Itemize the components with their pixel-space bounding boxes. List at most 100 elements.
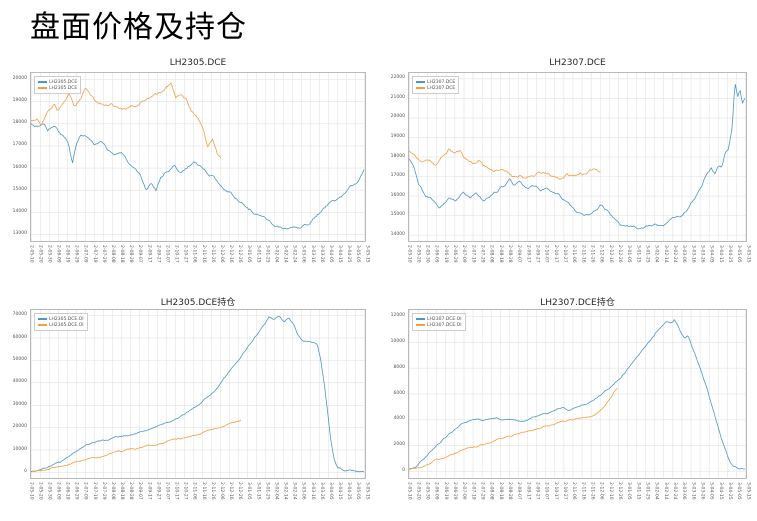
x-tick-label: 2-05-10 [28,245,34,263]
chart-title: LH2307.DCE [549,58,606,68]
y-tick-label: 8000 [393,364,405,370]
y-tick-label: 20000 [390,114,405,120]
x-tick-label: 2-09-17 [525,482,531,500]
x-tick-label: 2-07-29 [479,482,485,500]
chart-lh2305-openinterest: LH2305.DCE持仓 0 10000 20000 30000 40000 50000 6… [12,293,370,519]
x-tick-label: 3-01-05 [626,245,632,263]
x-tick-label: 2-09-27 [534,245,540,263]
chart-lh2305-price: LH2305.DCE 13000 14000 15000 16000 17000 1800… [12,56,370,284]
x-tick-label: 3-03-16 [690,245,696,263]
line-swatch-icon [416,324,425,326]
x-tick-label: 3-04-05 [708,482,714,500]
x-tick-label: 3-05-15 [745,482,751,500]
y-tick-label: 16000 [12,164,27,170]
y-tick-label: 6000 [393,390,405,396]
legend-label: LH2305.DCE.OI [49,322,84,328]
x-tick-label: 2-12-16 [228,245,234,263]
line-swatch-icon [416,87,425,89]
legend-item: LH2305.DCE.OI [38,316,84,322]
x-tick-label: 2-08-08 [488,482,494,500]
x-tick-label: 2-05-30 [424,482,430,500]
x-tick-label: 2-10-07 [543,482,549,500]
y-tick-label: 70000 [12,312,27,318]
y-tick-label: 10000 [390,338,405,344]
y-axis: 0 10000 20000 30000 40000 50000 60000 70000 [12,309,28,479]
line-swatch-icon [38,81,47,83]
x-tick-label: 2-05-10 [406,482,412,500]
series-line [31,123,365,230]
x-tick-label: 2-09-17 [146,245,152,263]
x-tick-label: 3-05-05 [736,245,742,263]
x-tick-label: 2-07-09 [82,482,88,500]
x-tick-label: 3-02-14 [662,482,668,500]
y-tick-label: 18000 [390,153,405,159]
x-tick-label: 2-05-20 [37,245,43,263]
x-tick-label: 3-01-15 [635,245,641,263]
x-tick-label: 2-12-06 [218,245,224,263]
x-tick-label: 2-06-09 [433,482,439,500]
y-axis: 0 2000 4000 6000 8000 10000 12000 [390,309,406,479]
y-tick-label: 22000 [390,75,405,81]
x-tick-label: 2-11-06 [191,245,197,263]
x-tick-label: 3-02-04 [653,482,659,500]
x-tick-label: 3-02-24 [671,245,677,263]
x-axis: 2-05-10 2-05-20 2-05-30 2-06-09 2-06-19 2-06-… [28,481,369,519]
x-tick-label: 2-05-30 [424,245,430,263]
x-tick-label: 2-05-10 [406,245,412,263]
line-swatch-icon [416,81,425,83]
x-tick-label: 2-09-17 [146,482,152,500]
x-tick-label: 2-09-07 [516,245,522,263]
legend-label: LH2305.DCE [49,79,78,85]
plot-canvas [409,73,746,241]
x-tick-label: 3-03-06 [300,245,306,263]
x-tick-label: 2-06-29 [73,482,79,500]
x-tick-label: 2-07-29 [100,482,106,500]
x-tick-label: 3-05-15 [364,245,370,263]
x-tick-label: 2-09-27 [534,482,540,500]
x-tick-label: 2-09-07 [137,482,143,500]
x-tick-label: 2-06-09 [433,245,439,263]
x-tick-label: 2-07-09 [461,482,467,500]
x-tick-label: 3-04-15 [717,482,723,500]
x-tick-label: 2-12-06 [598,245,604,263]
x-tick-label: 2-11-16 [580,245,586,263]
line-swatch-icon [38,324,47,326]
x-tick-label: 2-08-28 [507,482,513,500]
x-axis: 2-05-10 2-05-20 2-05-30 2-06-09 2-06-19 2-06-… [28,244,370,282]
x-tick-label: 2-12-16 [607,245,613,263]
x-tick-label: 3-03-16 [309,245,315,263]
x-tick-label: 2-11-26 [209,245,215,263]
x-tick-label: 2-06-29 [452,245,458,263]
x-tick-label: 3-04-25 [346,245,352,263]
y-tick-label: 15000 [12,186,27,192]
series-line [31,419,242,473]
x-tick-label: 2-08-08 [488,245,494,263]
line-swatch-icon [416,318,425,320]
x-tick-label: 2-06-19 [442,482,448,500]
y-tick-label: 16000 [390,192,405,198]
x-tick-label: 3-04-05 [327,482,333,500]
y-tick-label: 10000 [12,446,27,452]
x-tick-label: 3-05-05 [355,482,361,500]
x-tick-label: 3-03-26 [318,482,324,500]
x-tick-label: 3-03-26 [699,482,705,500]
x-tick-label: 2-05-30 [46,245,52,263]
x-tick-label: 3-02-04 [653,245,659,263]
x-tick-label: 2-10-17 [173,245,179,263]
x-tick-label: 2-12-26 [616,482,622,500]
x-axis: 2-05-10 2-05-20 2-05-30 2-06-09 2-06-19 2-06-… [406,481,751,519]
y-tick-label: 17000 [12,142,27,148]
y-tick-label: 14000 [12,208,27,214]
y-tick-label: 0 [24,468,27,474]
x-tick-label: 2-10-07 [164,245,170,263]
legend-label: LH2307.DCE [427,85,456,91]
x-tick-label: 3-02-14 [282,482,288,500]
legend-label: LH2307.DCE.OI [427,316,462,322]
y-tick-label: 15000 [390,212,405,218]
legend: LH2307.DCE LH2307.DCE [412,76,460,94]
x-tick-label: 2-11-26 [209,482,215,500]
chart-title: LH2305.DCE持仓 [160,298,236,308]
x-tick-label: 2-09-07 [516,482,522,500]
x-tick-label: 3-04-05 [708,245,714,263]
x-tick-label: 3-04-25 [346,482,352,500]
